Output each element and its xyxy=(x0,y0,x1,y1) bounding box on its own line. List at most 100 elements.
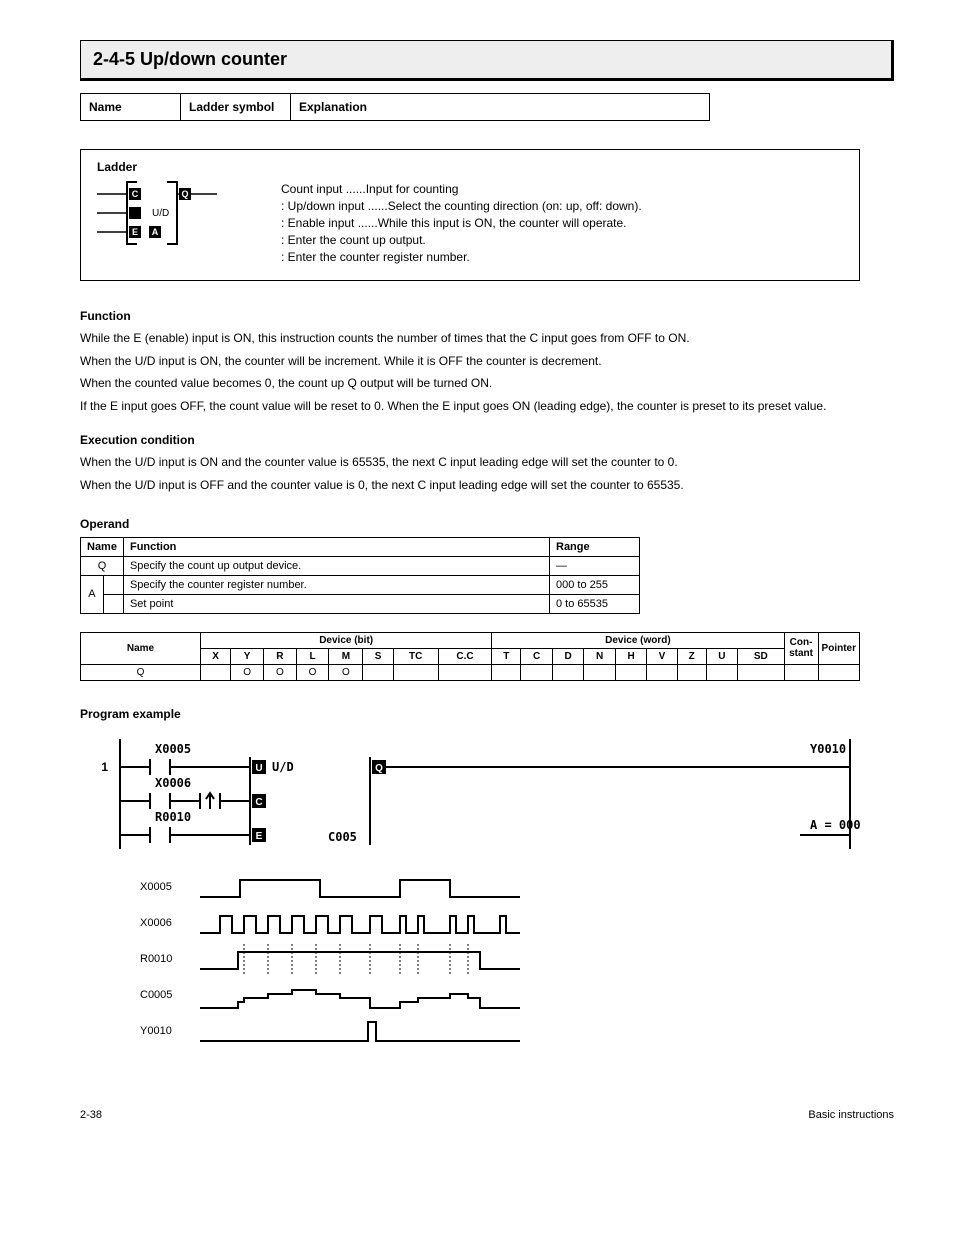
program-title: Program example xyxy=(80,707,894,721)
op-func: Specify the count up output device. xyxy=(123,556,549,575)
svg-text:U/D: U/D xyxy=(272,760,294,774)
op-n: A xyxy=(81,575,104,613)
dev-cell xyxy=(552,664,584,680)
op-th-range: Range xyxy=(550,537,640,556)
nse-symbol: Ladder symbol xyxy=(181,94,291,120)
dev-col: D xyxy=(552,648,584,664)
timing-label: X0006 xyxy=(140,917,200,929)
nse-name: Name xyxy=(81,94,181,120)
op-range: — xyxy=(550,556,640,575)
nse-explanation: Explanation xyxy=(291,94,709,120)
device-table: Name Device (bit) Device (word) Con-stan… xyxy=(80,632,860,681)
dev-th-name: Name xyxy=(81,632,201,664)
timing-label: R0010 xyxy=(140,953,200,965)
footer-left: 2-38 xyxy=(80,1109,102,1121)
svg-text:Y0010: Y0010 xyxy=(810,742,846,756)
dev-col: M xyxy=(329,648,363,664)
table-row: Q Specify the count up output device. — xyxy=(81,556,640,575)
svg-text:X0005: X0005 xyxy=(155,742,191,756)
symbol-title: Ladder xyxy=(97,160,843,174)
dev-cell xyxy=(438,664,492,680)
timing-row: C0005 xyxy=(140,977,894,1013)
op-th-name: Name xyxy=(81,537,124,556)
timing-row: X0006 xyxy=(140,905,894,941)
svg-text:A = 0003: A = 0003 xyxy=(810,818,860,832)
svg-text:X0006: X0006 xyxy=(155,776,191,790)
svg-text:C005: C005 xyxy=(328,830,357,844)
dev-cell: O xyxy=(231,664,264,680)
dev-col: S xyxy=(363,648,393,664)
dev-col: Y xyxy=(231,648,264,664)
symbol-box: Ladder C U/D E Q xyxy=(80,149,860,281)
dev-cell xyxy=(784,664,818,680)
svg-text:E: E xyxy=(132,227,138,237)
svg-text:U: U xyxy=(255,763,262,774)
op-n2 xyxy=(103,575,123,594)
dev-cell xyxy=(677,664,706,680)
timing-row: X0005 xyxy=(140,869,894,905)
svg-text:U/D: U/D xyxy=(152,208,169,219)
op-n2 xyxy=(103,594,123,613)
dev-cell xyxy=(615,664,647,680)
function-p: When the U/D input is ON, the counter wi… xyxy=(80,352,894,371)
timing-row: R0010 xyxy=(140,941,894,977)
dev-col: H xyxy=(615,648,647,664)
dev-cell: O xyxy=(329,664,363,680)
op-func: Set point xyxy=(123,594,549,613)
op-range: 0 to 65535 xyxy=(550,594,640,613)
exec-title: Execution condition xyxy=(80,433,894,447)
dev-cell: O xyxy=(263,664,296,680)
op-range: 000 to 255 xyxy=(550,575,640,594)
ladder-diagram: 1 X0005 X0006 R0010 U U/D C E Q C005 Y00… xyxy=(80,729,860,859)
dev-col: L xyxy=(296,648,329,664)
dev-col: N xyxy=(584,648,616,664)
dev-cell: O xyxy=(296,664,329,680)
footer-right: Basic instructions xyxy=(808,1109,894,1121)
op-th-func: Function xyxy=(123,537,549,556)
dev-cell xyxy=(492,664,521,680)
symbol-diagram: C U/D E Q A xyxy=(97,180,267,249)
svg-text:C: C xyxy=(255,797,262,808)
symbol-lines: Count input ......Input for counting : U… xyxy=(281,180,642,264)
timing-label: X0005 xyxy=(140,881,200,893)
nse-header-row: Name Ladder symbol Explanation xyxy=(80,93,710,121)
function-title: Function xyxy=(80,309,894,323)
dev-col: Z xyxy=(677,648,706,664)
dev-cell xyxy=(393,664,438,680)
timing-label: C0005 xyxy=(140,989,200,1001)
dev-col: V xyxy=(647,648,677,664)
dev-col: C.C xyxy=(438,648,492,664)
symbol-line: : Enable input ......While this input is… xyxy=(281,216,642,230)
dev-cell xyxy=(818,664,859,680)
symbol-line: : Up/down input ......Select the countin… xyxy=(281,199,642,213)
page-title: 2-4-5 Up/down counter xyxy=(80,40,894,81)
symbol-line: Count input ......Input for counting xyxy=(281,182,642,196)
dev-cell xyxy=(706,664,738,680)
symbol-line: : Enter the counter register number. xyxy=(281,250,642,264)
dev-th-bit: Device (bit) xyxy=(201,632,492,648)
function-p: When the counted value becomes 0, the co… xyxy=(80,374,894,393)
dev-col: X xyxy=(201,648,231,664)
svg-text:R0010: R0010 xyxy=(155,810,191,824)
dev-col: R xyxy=(263,648,296,664)
dev-cell xyxy=(647,664,677,680)
svg-text:E: E xyxy=(256,831,263,842)
dev-col: U xyxy=(706,648,738,664)
exec-p: When the U/D input is OFF and the counte… xyxy=(80,476,894,495)
table-row: A Specify the counter register number. 0… xyxy=(81,575,640,594)
timing-row: Y0010 xyxy=(140,1013,894,1049)
dev-col: TC xyxy=(393,648,438,664)
dev-th-ptr: Pointer xyxy=(818,632,859,664)
function-p: While the E (enable) input is ON, this i… xyxy=(80,329,894,348)
dev-cell xyxy=(521,664,553,680)
dev-row-label: Q xyxy=(81,664,201,680)
svg-text:1: 1 xyxy=(101,760,108,774)
operand-table: Name Function Range Q Specify the count … xyxy=(80,537,640,614)
op-func: Specify the counter register number. xyxy=(123,575,549,594)
operand-title: Operand xyxy=(80,517,894,531)
dev-col: T xyxy=(492,648,521,664)
dev-cell xyxy=(363,664,393,680)
dev-th-con: Con-stant xyxy=(784,632,818,664)
page-footer: 2-38 Basic instructions xyxy=(80,1109,894,1121)
dev-col: SD xyxy=(738,648,784,664)
